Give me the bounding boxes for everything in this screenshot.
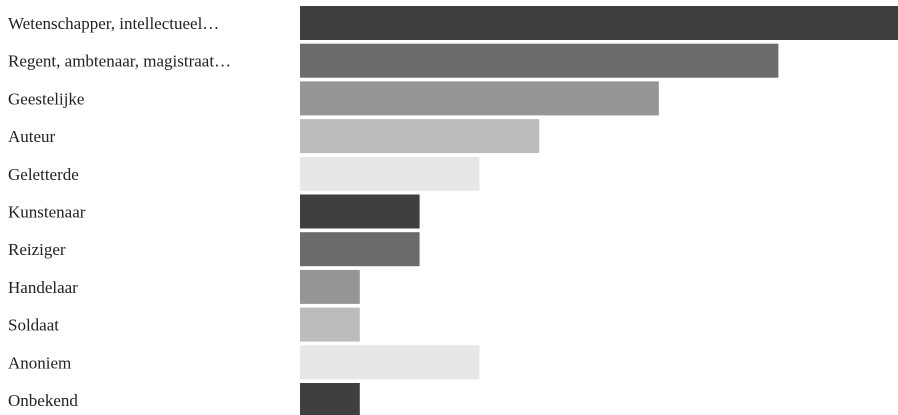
bars [300,6,898,415]
bar [300,269,360,304]
category-labels: Wetenschapper, intellectueel… Regent, amb… [8,14,231,410]
bar [300,345,480,380]
bar [300,156,480,191]
category-label: Regent, ambtenaar, magistraat… [8,52,231,71]
bar [300,119,540,154]
category-label: Geestelijke [8,89,84,108]
bar [300,307,360,342]
bar [300,383,360,415]
category-label: Onbekend [8,391,78,410]
bar [300,81,659,116]
category-label: Reiziger [8,240,66,259]
bar [300,232,420,267]
category-label: Geletterde [8,165,79,184]
category-label: Soldaat [8,316,59,335]
bar [300,194,420,229]
category-label: Auteur [8,127,56,146]
category-label: Wetenschapper, intellectueel… [8,14,219,33]
category-label: Handelaar [8,278,78,297]
bar [300,43,779,78]
category-label: Anoniem [8,353,71,372]
bar [300,6,898,40]
category-label: Kunstenaar [8,203,86,222]
